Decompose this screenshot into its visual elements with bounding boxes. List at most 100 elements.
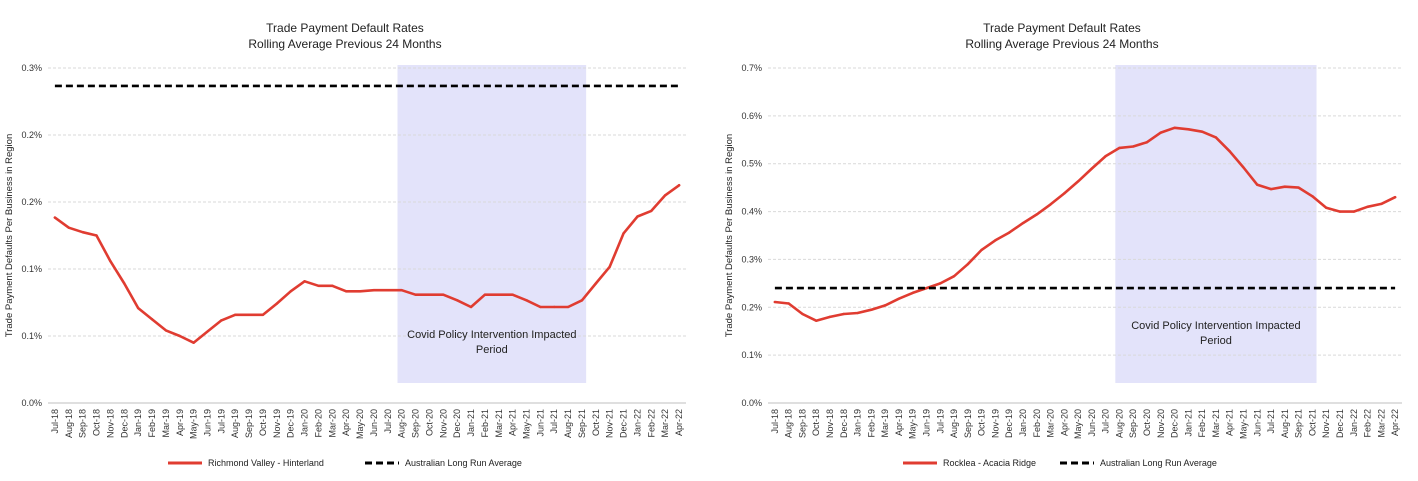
x-tick-label: Sep-18 <box>78 409 88 438</box>
x-tick-label: Apr-20 <box>341 409 351 436</box>
legend-label: Australian Long Run Average <box>1100 458 1217 468</box>
x-tick-label: Sep-19 <box>963 409 973 438</box>
data-point <box>1324 206 1328 209</box>
data-point <box>344 290 348 293</box>
data-point <box>553 305 556 309</box>
data-point <box>1145 140 1149 144</box>
y-tick-label: 0.3% <box>21 63 42 73</box>
covid-annotation-line1: Covid Policy Intervention Impacted <box>407 329 576 341</box>
x-tick-label: Sep-21 <box>577 409 587 438</box>
x-tick-label: Oct-18 <box>811 409 821 436</box>
data-point <box>952 274 956 278</box>
x-tick-label: Jul-21 <box>1266 409 1276 434</box>
legend-label: Richmond Valley - Hinterland <box>208 458 324 468</box>
x-tick-label: Mar-20 <box>1046 409 1056 438</box>
data-point <box>1118 146 1121 150</box>
series-line-region <box>53 184 681 345</box>
x-tick-label: Jan-22 <box>632 409 642 437</box>
x-tick-label: Feb-21 <box>1197 409 1207 438</box>
x-tick-label: Mar-21 <box>1211 409 1221 438</box>
data-point <box>1380 202 1383 206</box>
x-tick-label: Oct-18 <box>92 409 102 436</box>
data-point <box>883 304 887 307</box>
x-tick-label: May-21 <box>1239 409 1249 439</box>
y-tick-label: 0.0% <box>741 398 762 408</box>
x-tick-label: Aug-20 <box>397 409 407 438</box>
x-tick-label: Mar-19 <box>161 409 171 438</box>
x-tick-label: Aug-18 <box>784 409 794 438</box>
x-tick-label: Aug-19 <box>949 409 959 438</box>
x-tick-label: Nov-21 <box>605 409 615 438</box>
series-line-region <box>773 126 1397 323</box>
chart-title: Trade Payment Default Rates <box>266 21 424 35</box>
data-point <box>1187 128 1190 131</box>
x-tick-label: Feb-22 <box>1363 409 1373 438</box>
x-tick-label: Nov-20 <box>438 409 448 438</box>
data-point <box>400 289 403 292</box>
x-tick-label: Jan-22 <box>1349 409 1359 437</box>
x-tick-label: Mar-19 <box>880 409 890 438</box>
x-tick-label: Oct-20 <box>1142 409 1152 436</box>
data-point <box>372 289 376 292</box>
data-point <box>815 319 818 322</box>
data-point <box>123 282 126 285</box>
chart-title: Trade Payment Default Rates <box>983 21 1141 35</box>
y-tick-label: 0.6% <box>741 111 762 121</box>
x-tick-label: Apr-19 <box>175 409 185 436</box>
x-tick-label: Aug-21 <box>563 409 573 438</box>
x-tick-label: Dec-20 <box>1170 409 1180 438</box>
data-point <box>247 313 251 316</box>
x-tick-label: Feb-22 <box>646 409 656 438</box>
data-point <box>1200 130 1204 133</box>
data-point <box>539 305 542 309</box>
data-point <box>164 329 168 332</box>
x-tick-label: Feb-20 <box>313 409 323 438</box>
data-point <box>150 318 154 321</box>
data-point <box>1352 210 1355 213</box>
data-point <box>67 226 71 229</box>
y-axis-label: Trade Payment Defaults Per Business in R… <box>4 134 15 337</box>
y-tick-label: 0.1% <box>21 264 42 274</box>
data-point <box>1256 183 1259 186</box>
data-point <box>566 305 570 309</box>
data-point <box>622 232 625 235</box>
data-point <box>939 282 942 285</box>
x-tick-label: Jul-18 <box>770 409 780 434</box>
x-tick-label: Nov-21 <box>1321 409 1331 438</box>
data-point <box>234 313 237 316</box>
y-tick-label: 0.1% <box>21 331 42 341</box>
data-point <box>261 313 265 316</box>
data-point <box>275 302 279 305</box>
x-tick-label: Oct-21 <box>591 409 601 436</box>
data-point <box>1297 186 1300 189</box>
x-tick-label: Jan-20 <box>1018 409 1028 437</box>
data-point <box>469 305 473 309</box>
data-point <box>828 315 832 319</box>
x-tick-label: Jun-21 <box>1252 409 1262 437</box>
data-point <box>428 293 431 296</box>
chart-2: Trade Payment Default Rates Rolling Avera… <box>724 21 1402 468</box>
x-tick-label: Jun-19 <box>922 409 932 437</box>
data-point <box>511 293 514 296</box>
data-point <box>1159 131 1163 134</box>
data-point <box>1007 231 1011 234</box>
x-tick-label: May-20 <box>1073 409 1083 439</box>
data-point <box>594 282 598 285</box>
covid-annotation-line2: Period <box>1200 335 1232 347</box>
data-point <box>1311 195 1314 198</box>
data-point <box>442 293 445 296</box>
x-tick-label: Apr-22 <box>1390 409 1400 436</box>
x-tick-label: Jan-19 <box>853 409 863 437</box>
x-tick-label: Dec-21 <box>1335 409 1345 438</box>
data-point <box>289 290 292 293</box>
x-tick-label: Jan-21 <box>466 409 476 437</box>
x-tick-label: Apr-21 <box>508 409 518 436</box>
x-tick-label: Dec-18 <box>119 409 129 438</box>
data-point <box>580 299 584 302</box>
chart-subtitle: Rolling Average Previous 24 Months <box>248 37 441 51</box>
data-point <box>1076 180 1080 183</box>
data-point <box>317 284 320 287</box>
x-tick-label: Apr-22 <box>674 409 684 436</box>
legend-label: Australian Long Run Average <box>405 458 522 468</box>
data-point <box>1366 205 1369 208</box>
